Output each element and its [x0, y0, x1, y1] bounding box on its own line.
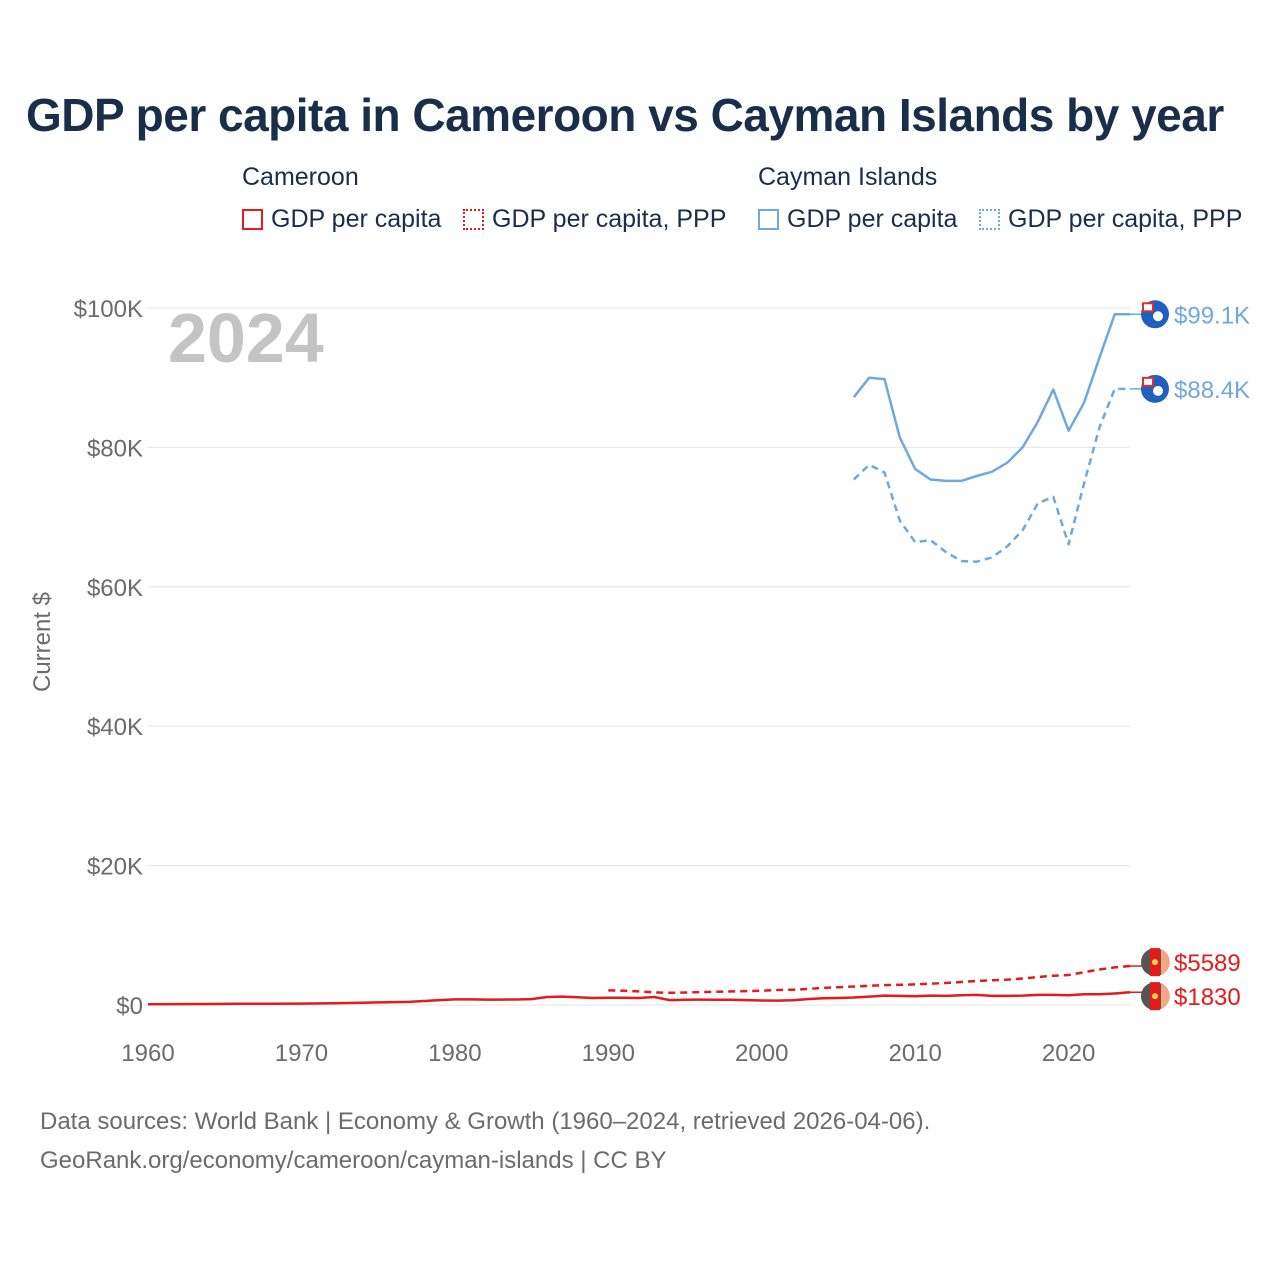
series-line[interactable] — [608, 964, 1131, 995]
end-marker[interactable] — [1141, 300, 1169, 329]
legend-label: GDP per capita, PPP — [1008, 205, 1243, 233]
y-tick-label: $80K — [87, 435, 143, 462]
legend-swatch-dotted — [463, 209, 484, 230]
series-line[interactable] — [852, 313, 1130, 483]
legend-label: GDP per capita, PPP — [492, 205, 727, 233]
legend-swatch-solid — [758, 209, 779, 230]
flag-stripe — [1161, 983, 1170, 1010]
legend-label: GDP per capita — [271, 205, 442, 233]
flag-crest — [1153, 311, 1163, 322]
x-tick-label: 1980 — [428, 1040, 481, 1067]
legend-swatch-dotted — [979, 209, 1000, 230]
x-tick-label: 1960 — [121, 1040, 174, 1067]
series-line[interactable] — [852, 387, 1130, 563]
legend-item-cameroon-gdp-ppp[interactable]: GDP per capita, PPP — [463, 205, 726, 234]
x-tick-label: 2020 — [1042, 1040, 1095, 1067]
flag-crest — [1153, 385, 1163, 396]
y-tick-label: $60K — [87, 575, 143, 602]
footer-link[interactable]: GeoRank.org/economy/cameroon/cayman-isla… — [40, 1147, 667, 1174]
end-value-label: $5589 — [1174, 950, 1241, 977]
end-marker[interactable] — [1141, 982, 1170, 1011]
y-tick-label: $0 — [116, 993, 143, 1020]
legend-item-cameroon-gdp[interactable]: GDP per capita — [242, 205, 441, 234]
x-tick-label: 1990 — [582, 1040, 635, 1067]
x-tick-label: 2010 — [888, 1040, 941, 1067]
flag-star — [1152, 959, 1158, 966]
y-tick-label: $100K — [74, 296, 143, 323]
end-value-label: $99.1K — [1174, 302, 1250, 329]
end-marker[interactable] — [1141, 948, 1170, 977]
end-marker[interactable] — [1141, 374, 1169, 403]
series-line[interactable] — [147, 990, 1131, 1006]
y-tick-label: $20K — [87, 854, 143, 881]
x-tick-label: 2000 — [735, 1040, 788, 1067]
y-tick-label: $40K — [87, 714, 143, 741]
legend-label: GDP per capita — [787, 205, 958, 233]
flag-canton — [1144, 304, 1152, 311]
y-axis-label: Current $ — [29, 592, 56, 692]
legend-group-cameroon: Cameroon — [242, 163, 359, 191]
x-tick-label: 1970 — [275, 1040, 328, 1067]
end-value-label: $88.4K — [1174, 377, 1250, 404]
flag-star — [1152, 993, 1158, 1000]
footer-sources: Data sources: World Bank | Economy & Gro… — [40, 1108, 931, 1135]
end-value-label: $1830 — [1174, 984, 1241, 1011]
flag-canton — [1144, 378, 1152, 385]
flag-stripe — [1161, 949, 1170, 976]
legend-item-cayman-gdp-ppp[interactable]: GDP per capita, PPP — [979, 205, 1242, 234]
chart-title: GDP per capita in Cameroon vs Cayman Isl… — [26, 89, 1224, 141]
legend-item-cayman-gdp[interactable]: GDP per capita — [758, 205, 957, 234]
legend-swatch-solid — [242, 209, 263, 230]
year-watermark: 2024 — [168, 299, 324, 377]
legend-group-cayman-islands: Cayman Islands — [758, 163, 938, 191]
